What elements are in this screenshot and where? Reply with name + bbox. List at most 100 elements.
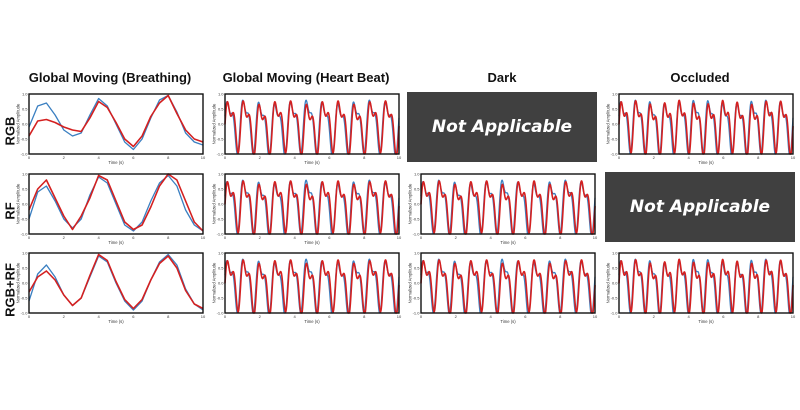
x-tick-label: 0 <box>618 155 621 160</box>
y-tick-label: 1.0 <box>22 91 28 96</box>
x-tick-label: 0 <box>28 155 31 160</box>
x-axis-label: Time (s) <box>500 240 516 245</box>
panel-rf-dark: 0 2 4 6 8 10 -1.0 -0.5 0.0 0.5 1.0 Time (s) Normaliz… <box>407 171 598 245</box>
y-tick-label: 0.0 <box>414 201 420 206</box>
y-tick-label: 0.5 <box>218 186 224 191</box>
x-tick-label: 8 <box>167 235 170 240</box>
series-line-red <box>420 259 596 314</box>
x-tick-label: 6 <box>328 314 331 319</box>
y-tick-label: -0.5 <box>217 136 225 141</box>
x-tick-label: 2 <box>455 314 458 319</box>
panel-rf-global-moving-breathing: 0 2 4 6 8 10 -1.0 -0.5 0.0 0.5 1.0 Time (s) Normaliz… <box>15 171 206 245</box>
x-axis-label: Time (s) <box>500 319 516 324</box>
y-axis-label: Normalized Amplitude <box>16 103 21 144</box>
y-tick-label: 1.0 <box>22 250 28 255</box>
x-tick-label: 6 <box>328 155 331 160</box>
chart-svg: 0 2 4 6 8 10 -1.0 -0.5 0.0 0.5 1.0 Time (s) Normaliz… <box>408 171 598 245</box>
y-tick-label: 0.5 <box>218 265 224 270</box>
y-tick-label: -0.5 <box>611 295 619 300</box>
x-tick-label: 2 <box>63 155 66 160</box>
x-tick-label: 6 <box>722 155 725 160</box>
y-tick-label: 1.0 <box>414 171 420 176</box>
x-tick-label: 10 <box>593 314 598 319</box>
y-tick-label: -0.5 <box>413 216 421 221</box>
series-line-blue <box>28 174 204 232</box>
x-tick-label: 0 <box>224 314 227 319</box>
x-tick-label: 6 <box>524 235 527 240</box>
chart-svg: 0 2 4 6 8 10 -1.0 -0.5 0.0 0.5 1.0 Time (s) Normaliz… <box>212 91 402 165</box>
column-title-global-moving-heart-beat: Global Moving (Heart Beat) <box>222 70 390 85</box>
y-tick-label: 0.5 <box>218 106 224 111</box>
y-tick-label: -1.0 <box>611 310 619 315</box>
y-tick-label: 1.0 <box>22 171 28 176</box>
x-tick-label: 4 <box>687 314 690 319</box>
plot-frame <box>28 173 204 235</box>
y-tick-label: -1.0 <box>413 231 421 236</box>
x-tick-label: 10 <box>397 235 402 240</box>
y-tick-label: 0.5 <box>22 265 28 270</box>
y-tick-label: 0.5 <box>612 106 618 111</box>
y-axis-label: Normalized Amplitude <box>212 262 217 303</box>
x-tick-label: 8 <box>363 235 366 240</box>
x-tick-label: 8 <box>167 155 170 160</box>
x-tick-label: 0 <box>224 235 227 240</box>
x-tick-label: 0 <box>224 155 227 160</box>
chart-svg: 0 2 4 6 8 10 -1.0 -0.5 0.0 0.5 1.0 Time (s) Normaliz… <box>606 91 796 165</box>
plot-frame <box>420 173 596 235</box>
y-tick-label: -0.5 <box>217 216 225 221</box>
plot-frame <box>28 93 204 155</box>
panel-rgb-rf-global-moving-heart-beat: 0 2 4 6 8 10 -1.0 -0.5 0.0 0.5 1.0 Time (s) Normaliz… <box>211 250 402 324</box>
y-tick-label: 0.0 <box>218 201 224 206</box>
x-tick-label: 0 <box>28 314 31 319</box>
y-tick-label: 0.0 <box>22 280 28 285</box>
x-tick-label: 8 <box>363 155 366 160</box>
x-tick-label: 10 <box>201 314 206 319</box>
y-tick-label: 0.5 <box>22 186 28 191</box>
column-title-global-moving-breathing: Global Moving (Breathing) <box>28 70 192 85</box>
x-tick-label: 4 <box>97 155 100 160</box>
x-tick-label: 8 <box>559 235 562 240</box>
y-tick-label: -1.0 <box>21 151 29 156</box>
y-tick-label: -1.0 <box>413 310 421 315</box>
chart-svg: 0 2 4 6 8 10 -1.0 -0.5 0.0 0.5 1.0 Time (s) Normaliz… <box>408 250 598 324</box>
y-tick-label: 0.0 <box>218 121 224 126</box>
y-tick-label: -1.0 <box>217 231 225 236</box>
y-tick-label: 0.0 <box>218 280 224 285</box>
x-axis-label: Time (s) <box>108 240 124 245</box>
y-axis-label: Normalized Amplitude <box>212 103 217 144</box>
x-tick-label: 6 <box>132 314 135 319</box>
y-tick-label: -1.0 <box>21 231 29 236</box>
x-tick-label: 8 <box>757 314 760 319</box>
x-tick-label: 6 <box>524 314 527 319</box>
y-tick-label: -0.5 <box>611 136 619 141</box>
y-axis-label: Normalized Amplitude <box>408 183 413 224</box>
x-tick-label: 10 <box>397 314 402 319</box>
x-tick-label: 4 <box>97 235 100 240</box>
not-applicable-label: Not Applicable <box>431 117 573 137</box>
y-tick-label: 0.0 <box>22 201 28 206</box>
plot-frame <box>618 252 794 314</box>
x-tick-label: 10 <box>397 155 402 160</box>
x-tick-label: 2 <box>455 235 458 240</box>
plot-frame <box>224 252 400 314</box>
y-tick-label: 1.0 <box>218 250 224 255</box>
x-tick-label: 4 <box>293 155 296 160</box>
chart-svg: 0 2 4 6 8 10 -1.0 -0.5 0.0 0.5 1.0 Time (s) Normaliz… <box>606 250 796 324</box>
panel-rf-global-moving-heart-beat: 0 2 4 6 8 10 -1.0 -0.5 0.0 0.5 1.0 Time (s) Normaliz… <box>211 171 402 245</box>
chart-svg: 0 2 4 6 8 10 -1.0 -0.5 0.0 0.5 1.0 Time (s) Normaliz… <box>212 171 402 245</box>
x-tick-label: 0 <box>28 235 31 240</box>
plot-frame <box>618 93 794 155</box>
series-line-red <box>28 94 204 148</box>
x-tick-label: 0 <box>618 314 621 319</box>
x-tick-label: 2 <box>653 314 656 319</box>
chart-svg: 0 2 4 6 8 10 -1.0 -0.5 0.0 0.5 1.0 Time (s) Normaliz… <box>16 250 206 324</box>
x-tick-label: 2 <box>259 155 262 160</box>
plot-frame <box>28 252 204 314</box>
y-tick-label: 1.0 <box>218 171 224 176</box>
series-line-red <box>618 99 794 155</box>
x-axis-label: Time (s) <box>108 160 124 165</box>
x-tick-label: 6 <box>722 314 725 319</box>
y-tick-label: 1.0 <box>612 91 618 96</box>
column-title-dark: Dark <box>487 70 517 85</box>
panel-rgb-rf-global-moving-breathing: 0 2 4 6 8 10 -1.0 -0.5 0.0 0.5 1.0 Time (s) Normaliz… <box>15 250 206 324</box>
